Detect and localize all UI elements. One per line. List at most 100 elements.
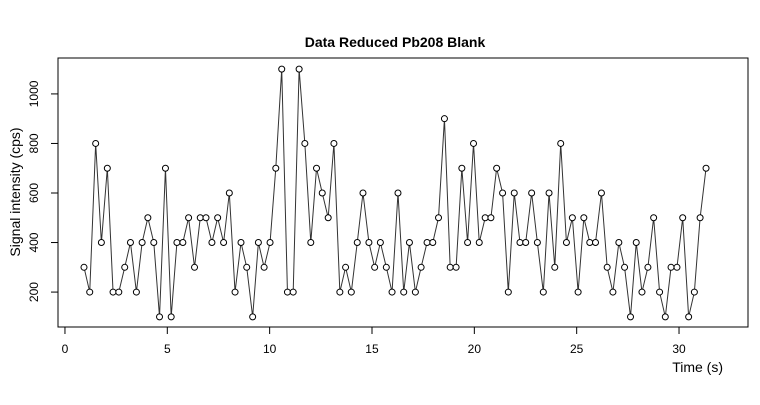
data-point <box>574 288 582 296</box>
data-point <box>499 189 507 197</box>
data-point <box>394 189 402 197</box>
data-point <box>324 214 332 222</box>
data-point <box>470 139 478 147</box>
data-point <box>522 239 530 247</box>
data-point <box>400 288 408 296</box>
data-point <box>644 263 652 271</box>
data-point <box>597 189 605 197</box>
data-point <box>249 313 257 321</box>
data-point <box>191 263 199 271</box>
data-point <box>516 239 524 247</box>
data-point <box>690 288 698 296</box>
data-point <box>138 239 146 247</box>
data-point <box>446 263 454 271</box>
data-point <box>214 214 222 222</box>
data-point <box>103 164 111 172</box>
data-point <box>685 313 693 321</box>
data-point <box>388 288 396 296</box>
data-point <box>656 288 664 296</box>
data-point <box>318 189 326 197</box>
data-point <box>510 189 518 197</box>
y-tick-label: 800 <box>27 133 41 153</box>
data-point <box>568 214 576 222</box>
data-point <box>313 164 321 172</box>
x-tick-label: 20 <box>468 342 482 356</box>
x-tick-label: 15 <box>365 342 379 356</box>
data-point <box>696 214 704 222</box>
data-point <box>592 239 600 247</box>
data-point <box>86 288 94 296</box>
data-point <box>405 239 413 247</box>
data-point <box>627 313 635 321</box>
data-point <box>423 239 431 247</box>
y-axis-label: Signal intensity (cps) <box>7 127 23 256</box>
data-point <box>353 239 361 247</box>
data-point <box>243 263 251 271</box>
data-point <box>586 239 594 247</box>
data-point <box>330 139 338 147</box>
data-point <box>342 263 350 271</box>
data-point <box>435 214 443 222</box>
data-point <box>528 189 536 197</box>
data-point <box>475 239 483 247</box>
data-point <box>156 313 164 321</box>
data-point <box>359 189 367 197</box>
data-point <box>254 239 262 247</box>
data-point <box>411 288 419 296</box>
data-point <box>167 313 175 321</box>
data-point <box>161 164 169 172</box>
data-point <box>661 313 669 321</box>
x-tick-label: 10 <box>263 342 277 356</box>
data-point <box>638 288 646 296</box>
data-point <box>144 214 152 222</box>
y-tick-label: 200 <box>27 282 41 302</box>
data-point <box>301 139 309 147</box>
data-point <box>97 239 105 247</box>
data-point <box>487 214 495 222</box>
series-line <box>83 69 707 317</box>
data-point <box>429 239 437 247</box>
data-point <box>615 239 623 247</box>
chart-title: Data Reduced Pb208 Blank <box>305 34 486 50</box>
x-tick-label: 0 <box>62 342 69 356</box>
data-point <box>179 239 187 247</box>
data-point <box>609 288 617 296</box>
data-point <box>481 214 489 222</box>
y-tick-label: 400 <box>27 232 41 252</box>
data-point <box>283 288 291 296</box>
y-tick-label: 600 <box>27 183 41 203</box>
data-point <box>132 288 140 296</box>
data-point <box>376 239 384 247</box>
data-point <box>150 239 158 247</box>
data-point <box>650 214 658 222</box>
data-point <box>621 263 629 271</box>
data-point <box>562 239 570 247</box>
data-point <box>539 288 547 296</box>
data-point <box>464 239 472 247</box>
data-point <box>196 214 204 222</box>
data-point <box>533 239 541 247</box>
data-point <box>545 189 553 197</box>
data-point <box>231 288 239 296</box>
x-tick-label: 25 <box>570 342 584 356</box>
data-point <box>126 239 134 247</box>
x-tick-label: 5 <box>164 342 171 356</box>
data-point <box>417 263 425 271</box>
data-point <box>266 239 274 247</box>
data-point <box>702 164 710 172</box>
data-point <box>557 139 565 147</box>
data-point <box>173 239 181 247</box>
data-point <box>667 263 675 271</box>
data-point <box>220 239 228 247</box>
data-point <box>260 263 268 271</box>
data-point <box>80 263 88 271</box>
data-point <box>673 263 681 271</box>
data-point <box>208 239 216 247</box>
data-point <box>278 65 286 73</box>
data-point <box>307 239 315 247</box>
data-point <box>115 288 123 296</box>
data-point <box>493 164 501 172</box>
data-point <box>92 139 100 147</box>
